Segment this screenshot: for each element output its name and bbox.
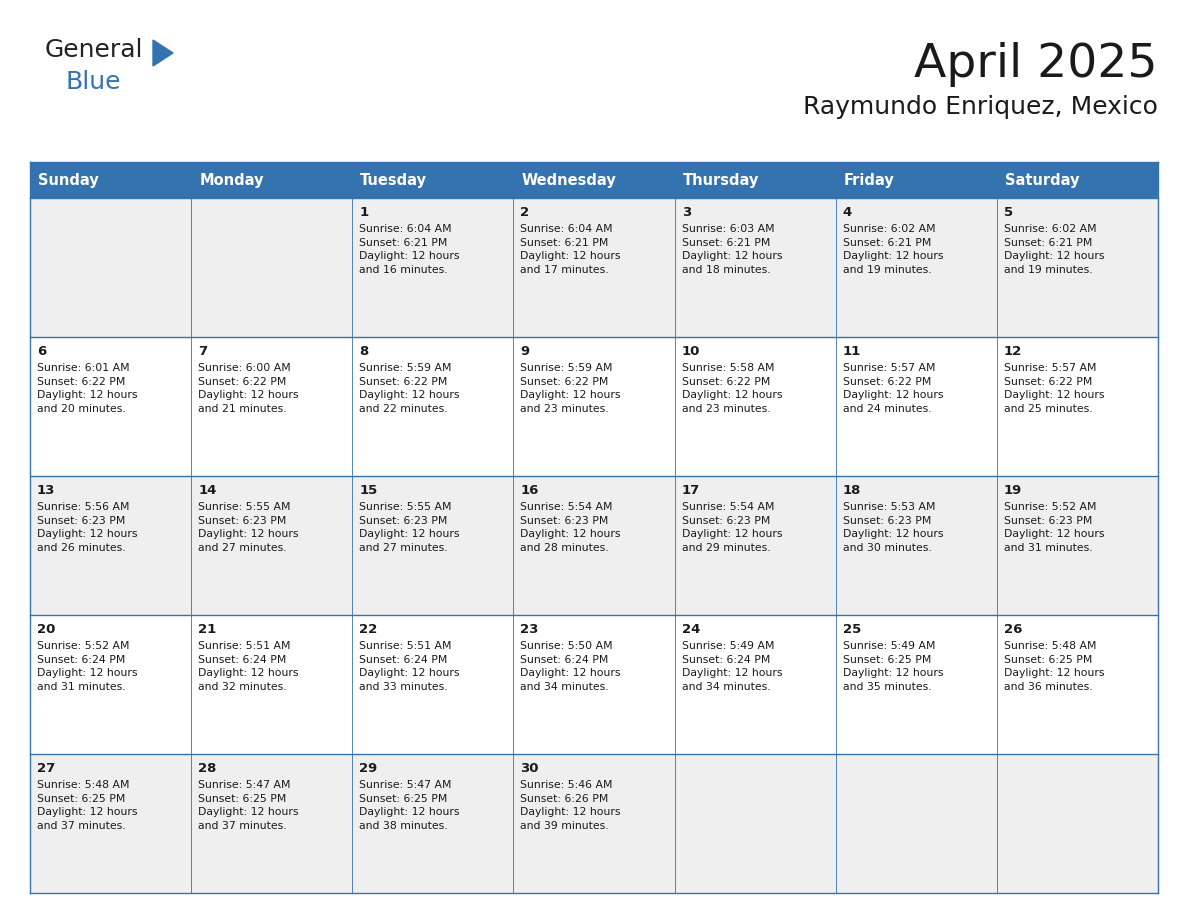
Text: Sunrise: 5:51 AM
Sunset: 6:24 PM
Daylight: 12 hours
and 33 minutes.: Sunrise: 5:51 AM Sunset: 6:24 PM Dayligh… (359, 641, 460, 692)
Text: Sunrise: 5:54 AM
Sunset: 6:23 PM
Daylight: 12 hours
and 28 minutes.: Sunrise: 5:54 AM Sunset: 6:23 PM Dayligh… (520, 502, 621, 553)
Bar (191, 162, 353, 198)
Text: Sunrise: 5:55 AM
Sunset: 6:23 PM
Daylight: 12 hours
and 27 minutes.: Sunrise: 5:55 AM Sunset: 6:23 PM Dayligh… (359, 502, 460, 553)
Text: 16: 16 (520, 484, 539, 497)
Text: 30: 30 (520, 762, 539, 775)
Bar (30, 162, 191, 198)
Text: 7: 7 (198, 345, 207, 358)
Text: 12: 12 (1004, 345, 1022, 358)
Text: Saturday: Saturday (1005, 173, 1080, 187)
Text: 19: 19 (1004, 484, 1022, 497)
Text: 27: 27 (37, 762, 56, 775)
Text: Sunrise: 5:57 AM
Sunset: 6:22 PM
Daylight: 12 hours
and 25 minutes.: Sunrise: 5:57 AM Sunset: 6:22 PM Dayligh… (1004, 363, 1105, 414)
Text: Sunrise: 6:04 AM
Sunset: 6:21 PM
Daylight: 12 hours
and 17 minutes.: Sunrise: 6:04 AM Sunset: 6:21 PM Dayligh… (520, 224, 621, 274)
Text: Sunrise: 6:04 AM
Sunset: 6:21 PM
Daylight: 12 hours
and 16 minutes.: Sunrise: 6:04 AM Sunset: 6:21 PM Dayligh… (359, 224, 460, 274)
Text: Sunrise: 5:57 AM
Sunset: 6:22 PM
Daylight: 12 hours
and 24 minutes.: Sunrise: 5:57 AM Sunset: 6:22 PM Dayligh… (842, 363, 943, 414)
Polygon shape (153, 40, 173, 66)
Text: Raymundo Enriquez, Mexico: Raymundo Enriquez, Mexico (803, 95, 1158, 119)
Text: Sunrise: 5:59 AM
Sunset: 6:22 PM
Daylight: 12 hours
and 22 minutes.: Sunrise: 5:59 AM Sunset: 6:22 PM Dayligh… (359, 363, 460, 414)
Bar (675, 162, 835, 198)
Text: 25: 25 (842, 623, 861, 636)
Text: Sunrise: 6:02 AM
Sunset: 6:21 PM
Daylight: 12 hours
and 19 minutes.: Sunrise: 6:02 AM Sunset: 6:21 PM Dayligh… (1004, 224, 1105, 274)
Text: Sunrise: 5:52 AM
Sunset: 6:23 PM
Daylight: 12 hours
and 31 minutes.: Sunrise: 5:52 AM Sunset: 6:23 PM Dayligh… (1004, 502, 1105, 553)
Text: Sunrise: 5:55 AM
Sunset: 6:23 PM
Daylight: 12 hours
and 27 minutes.: Sunrise: 5:55 AM Sunset: 6:23 PM Dayligh… (198, 502, 298, 553)
Text: Sunrise: 6:00 AM
Sunset: 6:22 PM
Daylight: 12 hours
and 21 minutes.: Sunrise: 6:00 AM Sunset: 6:22 PM Dayligh… (198, 363, 298, 414)
Text: 15: 15 (359, 484, 378, 497)
Text: Sunrise: 5:58 AM
Sunset: 6:22 PM
Daylight: 12 hours
and 23 minutes.: Sunrise: 5:58 AM Sunset: 6:22 PM Dayligh… (682, 363, 782, 414)
Text: Friday: Friday (843, 173, 895, 187)
Text: 21: 21 (198, 623, 216, 636)
Text: Sunrise: 5:49 AM
Sunset: 6:25 PM
Daylight: 12 hours
and 35 minutes.: Sunrise: 5:49 AM Sunset: 6:25 PM Dayligh… (842, 641, 943, 692)
Text: Sunrise: 5:51 AM
Sunset: 6:24 PM
Daylight: 12 hours
and 32 minutes.: Sunrise: 5:51 AM Sunset: 6:24 PM Dayligh… (198, 641, 298, 692)
Text: 28: 28 (198, 762, 216, 775)
Text: Sunrise: 5:50 AM
Sunset: 6:24 PM
Daylight: 12 hours
and 34 minutes.: Sunrise: 5:50 AM Sunset: 6:24 PM Dayligh… (520, 641, 621, 692)
Text: 20: 20 (37, 623, 56, 636)
Bar (30, 754, 1158, 893)
Text: Thursday: Thursday (683, 173, 759, 187)
Text: 5: 5 (1004, 206, 1013, 219)
Text: Sunrise: 5:53 AM
Sunset: 6:23 PM
Daylight: 12 hours
and 30 minutes.: Sunrise: 5:53 AM Sunset: 6:23 PM Dayligh… (842, 502, 943, 553)
Text: 23: 23 (520, 623, 539, 636)
Text: Sunrise: 5:49 AM
Sunset: 6:24 PM
Daylight: 12 hours
and 34 minutes.: Sunrise: 5:49 AM Sunset: 6:24 PM Dayligh… (682, 641, 782, 692)
Bar (30, 476, 1158, 615)
Text: Sunday: Sunday (38, 173, 99, 187)
Text: 9: 9 (520, 345, 530, 358)
Text: Sunrise: 5:47 AM
Sunset: 6:25 PM
Daylight: 12 hours
and 38 minutes.: Sunrise: 5:47 AM Sunset: 6:25 PM Dayligh… (359, 780, 460, 831)
Text: 22: 22 (359, 623, 378, 636)
Text: 2: 2 (520, 206, 530, 219)
Text: Sunrise: 6:03 AM
Sunset: 6:21 PM
Daylight: 12 hours
and 18 minutes.: Sunrise: 6:03 AM Sunset: 6:21 PM Dayligh… (682, 224, 782, 274)
Bar (835, 162, 997, 198)
Text: Sunrise: 5:56 AM
Sunset: 6:23 PM
Daylight: 12 hours
and 26 minutes.: Sunrise: 5:56 AM Sunset: 6:23 PM Dayligh… (37, 502, 138, 553)
Text: Sunrise: 6:02 AM
Sunset: 6:21 PM
Daylight: 12 hours
and 19 minutes.: Sunrise: 6:02 AM Sunset: 6:21 PM Dayligh… (842, 224, 943, 274)
Text: Wednesday: Wednesday (522, 173, 617, 187)
Text: 4: 4 (842, 206, 852, 219)
Text: Monday: Monday (200, 173, 264, 187)
Text: April 2025: April 2025 (915, 42, 1158, 87)
Text: 17: 17 (682, 484, 700, 497)
Text: Blue: Blue (65, 70, 120, 94)
Text: 24: 24 (682, 623, 700, 636)
Text: 1: 1 (359, 206, 368, 219)
Text: 8: 8 (359, 345, 368, 358)
Text: 13: 13 (37, 484, 56, 497)
Bar (30, 615, 1158, 754)
Text: 11: 11 (842, 345, 861, 358)
Text: 14: 14 (198, 484, 216, 497)
Text: Sunrise: 5:47 AM
Sunset: 6:25 PM
Daylight: 12 hours
and 37 minutes.: Sunrise: 5:47 AM Sunset: 6:25 PM Dayligh… (198, 780, 298, 831)
Text: Sunrise: 5:48 AM
Sunset: 6:25 PM
Daylight: 12 hours
and 37 minutes.: Sunrise: 5:48 AM Sunset: 6:25 PM Dayligh… (37, 780, 138, 831)
Text: 26: 26 (1004, 623, 1022, 636)
Text: 29: 29 (359, 762, 378, 775)
Text: General: General (45, 38, 144, 62)
Bar (353, 162, 513, 198)
Bar (30, 198, 1158, 337)
Text: Sunrise: 6:01 AM
Sunset: 6:22 PM
Daylight: 12 hours
and 20 minutes.: Sunrise: 6:01 AM Sunset: 6:22 PM Dayligh… (37, 363, 138, 414)
Bar (30, 337, 1158, 476)
Text: 6: 6 (37, 345, 46, 358)
Text: 18: 18 (842, 484, 861, 497)
Text: Sunrise: 5:54 AM
Sunset: 6:23 PM
Daylight: 12 hours
and 29 minutes.: Sunrise: 5:54 AM Sunset: 6:23 PM Dayligh… (682, 502, 782, 553)
Text: 10: 10 (682, 345, 700, 358)
Bar (513, 162, 675, 198)
Text: Sunrise: 5:52 AM
Sunset: 6:24 PM
Daylight: 12 hours
and 31 minutes.: Sunrise: 5:52 AM Sunset: 6:24 PM Dayligh… (37, 641, 138, 692)
Text: Tuesday: Tuesday (360, 173, 428, 187)
Text: Sunrise: 5:59 AM
Sunset: 6:22 PM
Daylight: 12 hours
and 23 minutes.: Sunrise: 5:59 AM Sunset: 6:22 PM Dayligh… (520, 363, 621, 414)
Bar (997, 162, 1158, 198)
Text: 3: 3 (682, 206, 690, 219)
Text: Sunrise: 5:46 AM
Sunset: 6:26 PM
Daylight: 12 hours
and 39 minutes.: Sunrise: 5:46 AM Sunset: 6:26 PM Dayligh… (520, 780, 621, 831)
Text: Sunrise: 5:48 AM
Sunset: 6:25 PM
Daylight: 12 hours
and 36 minutes.: Sunrise: 5:48 AM Sunset: 6:25 PM Dayligh… (1004, 641, 1105, 692)
